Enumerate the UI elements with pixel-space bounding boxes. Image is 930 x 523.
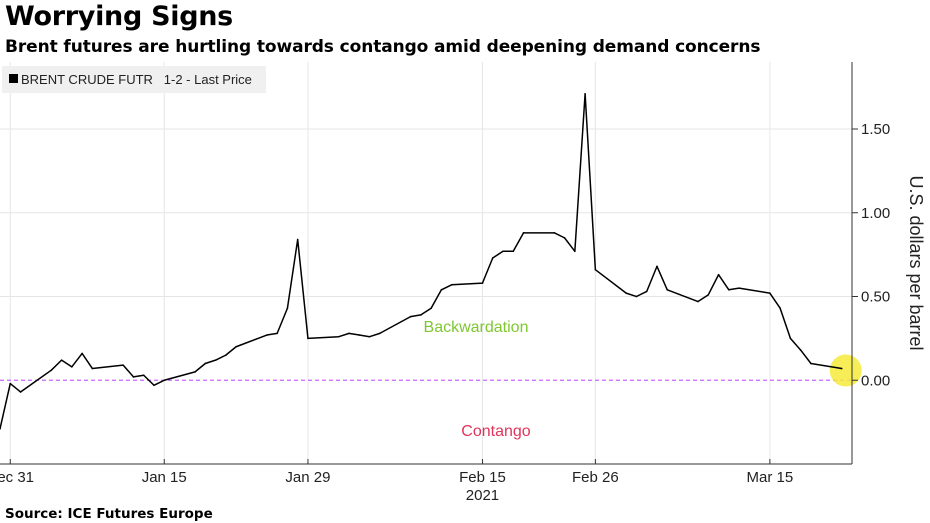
- data-point: [225, 354, 227, 356]
- latest-value-marker: [829, 354, 862, 387]
- data-point: [512, 250, 515, 253]
- data-point: [697, 300, 699, 303]
- data-point: [368, 335, 371, 338]
- data-point: [430, 307, 432, 310]
- data-point: [450, 283, 453, 286]
- y-tick-label: 0.00: [861, 372, 890, 389]
- x-tick-label: Jan 15: [142, 469, 187, 486]
- data-point: [163, 379, 166, 382]
- data-point: [81, 352, 83, 355]
- data-point: [19, 391, 22, 393]
- y-axis: 0.00 0.50 1.00 1.50: [851, 62, 890, 464]
- backwardation-label: Backwardation: [424, 319, 529, 336]
- data-point: [635, 295, 638, 298]
- data-point: [594, 268, 597, 271]
- data-point: [502, 250, 504, 253]
- data-point: [707, 294, 710, 296]
- data-point: [553, 232, 556, 234]
- x-tick-label: Jan 29: [285, 469, 330, 486]
- x-year-label: 2021: [466, 487, 499, 504]
- data-point: [574, 250, 576, 253]
- data-point: [769, 292, 771, 294]
- x-tick-label: Feb 26: [572, 469, 619, 486]
- data-point: [656, 265, 658, 268]
- data-point: [738, 287, 740, 289]
- data-point: [481, 282, 484, 284]
- x-tick-label: Feb 15: [459, 469, 506, 486]
- data-point: [60, 359, 63, 361]
- data-point: [789, 337, 792, 340]
- data-point: [522, 232, 525, 234]
- data-point: [379, 332, 381, 335]
- data-point: [307, 337, 309, 340]
- grid-lines: [0, 62, 852, 464]
- x-axis: Dec 31 Jan 15 Jan 29 Feb 15 Feb 26 Mar 15: [0, 459, 852, 486]
- data-point: [645, 290, 648, 293]
- series-layer: [0, 93, 862, 430]
- data-point: [348, 332, 350, 335]
- legend: BRENT CRUDE FUTR 1-2 - Last Price: [2, 66, 266, 93]
- data-point: [204, 362, 207, 365]
- data-point: [153, 384, 155, 387]
- data-point: [91, 367, 94, 370]
- data-point: [563, 237, 566, 239]
- data-point: [9, 382, 12, 385]
- data-point: [666, 289, 669, 291]
- data-point: [491, 257, 494, 259]
- data-point: [235, 345, 237, 348]
- series-line: [0, 93, 842, 429]
- data-point: [840, 367, 843, 370]
- data-point: [266, 334, 268, 336]
- data-point: [625, 292, 627, 294]
- data-point: [194, 371, 196, 373]
- data-point: [717, 273, 720, 276]
- chart-subtitle: Brent futures are hurtling towards conta…: [5, 37, 761, 57]
- x-tick-label: Dec 31: [0, 469, 34, 486]
- data-point: [420, 314, 422, 316]
- data-point: [799, 349, 802, 351]
- legend-label: BRENT CRUDE FUTR 1-2 - Last Price: [21, 72, 252, 87]
- data-point: [71, 366, 73, 368]
- data-point: [440, 289, 443, 291]
- contango-label: Contango: [461, 423, 530, 440]
- data-point: [0, 428, 1, 430]
- data-point: [122, 364, 124, 366]
- data-point: [286, 307, 289, 310]
- data-point: [142, 374, 145, 377]
- data-point: [50, 369, 53, 372]
- data-point: [337, 335, 340, 338]
- y-axis-label: U.S. dollars per barrel: [906, 175, 926, 350]
- legend-background: [2, 66, 266, 93]
- data-point: [276, 332, 278, 335]
- data-point: [728, 289, 730, 291]
- data-point: [214, 359, 217, 361]
- data-point: [584, 93, 586, 95]
- legend-swatch: [9, 74, 18, 83]
- y-tick-label: 0.50: [861, 289, 890, 306]
- y-tick-label: 1.00: [861, 205, 890, 222]
- data-point: [132, 376, 135, 378]
- source-note: Source: ICE Futures Europe: [5, 506, 213, 522]
- chart-title: Worrying Signs: [5, 1, 233, 32]
- data-point: [810, 362, 812, 365]
- x-tick-label: Mar 15: [747, 469, 794, 486]
- data-point: [358, 334, 361, 336]
- y-tick-label: 1.50: [861, 121, 890, 138]
- data-point: [409, 315, 412, 318]
- data-point: [779, 307, 781, 310]
- data-point: [296, 238, 299, 241]
